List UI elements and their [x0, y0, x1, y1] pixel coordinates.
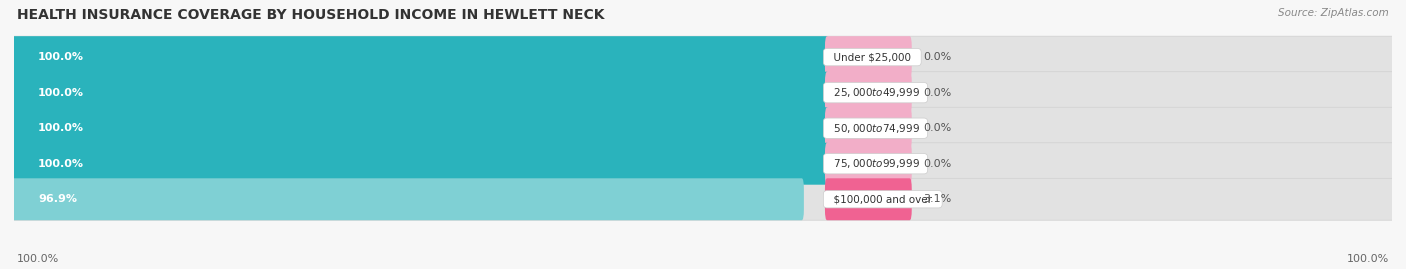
FancyBboxPatch shape [825, 72, 911, 114]
FancyBboxPatch shape [13, 36, 1393, 78]
Text: $100,000 and over: $100,000 and over [827, 194, 939, 204]
Legend: With Coverage, Without Coverage: With Coverage, Without Coverage [572, 264, 834, 269]
FancyBboxPatch shape [13, 143, 1393, 185]
FancyBboxPatch shape [13, 72, 1393, 114]
Text: 100.0%: 100.0% [38, 88, 84, 98]
Text: 100.0%: 100.0% [1347, 254, 1389, 264]
FancyBboxPatch shape [825, 107, 911, 149]
Text: 0.0%: 0.0% [924, 159, 952, 169]
FancyBboxPatch shape [13, 36, 830, 78]
FancyBboxPatch shape [13, 178, 1393, 220]
Text: Source: ZipAtlas.com: Source: ZipAtlas.com [1278, 8, 1389, 18]
FancyBboxPatch shape [13, 107, 1393, 149]
FancyBboxPatch shape [13, 178, 804, 220]
Text: 100.0%: 100.0% [38, 159, 84, 169]
Text: $50,000 to $74,999: $50,000 to $74,999 [827, 122, 924, 135]
FancyBboxPatch shape [13, 107, 830, 149]
Text: $25,000 to $49,999: $25,000 to $49,999 [827, 86, 924, 99]
Text: 100.0%: 100.0% [38, 52, 84, 62]
FancyBboxPatch shape [825, 36, 911, 78]
Text: 0.0%: 0.0% [924, 88, 952, 98]
Text: 3.1%: 3.1% [924, 194, 952, 204]
FancyBboxPatch shape [825, 178, 911, 220]
Text: 100.0%: 100.0% [38, 123, 84, 133]
FancyBboxPatch shape [13, 72, 830, 114]
FancyBboxPatch shape [825, 143, 911, 185]
Text: 96.9%: 96.9% [38, 194, 77, 204]
FancyBboxPatch shape [13, 143, 830, 185]
Text: $75,000 to $99,999: $75,000 to $99,999 [827, 157, 924, 170]
Text: 0.0%: 0.0% [924, 52, 952, 62]
Text: 100.0%: 100.0% [17, 254, 59, 264]
Text: 0.0%: 0.0% [924, 123, 952, 133]
Text: HEALTH INSURANCE COVERAGE BY HOUSEHOLD INCOME IN HEWLETT NECK: HEALTH INSURANCE COVERAGE BY HOUSEHOLD I… [17, 8, 605, 22]
Text: Under $25,000: Under $25,000 [827, 52, 918, 62]
